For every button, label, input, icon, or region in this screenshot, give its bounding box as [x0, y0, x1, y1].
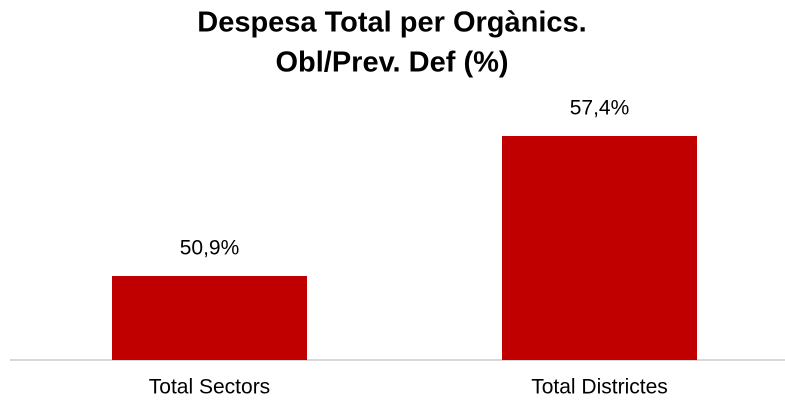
data-label: 50,9%	[180, 237, 240, 260]
bar	[502, 136, 697, 360]
bar	[112, 276, 307, 360]
chart-title: Despesa Total per Orgànics.	[197, 7, 587, 39]
x-tick-label: Total Districtes	[531, 376, 668, 399]
chart-title: Obl/Prev. Def (%)	[275, 47, 508, 79]
x-tick-label: Total Sectors	[149, 376, 270, 399]
data-label: 57,4%	[570, 97, 630, 120]
